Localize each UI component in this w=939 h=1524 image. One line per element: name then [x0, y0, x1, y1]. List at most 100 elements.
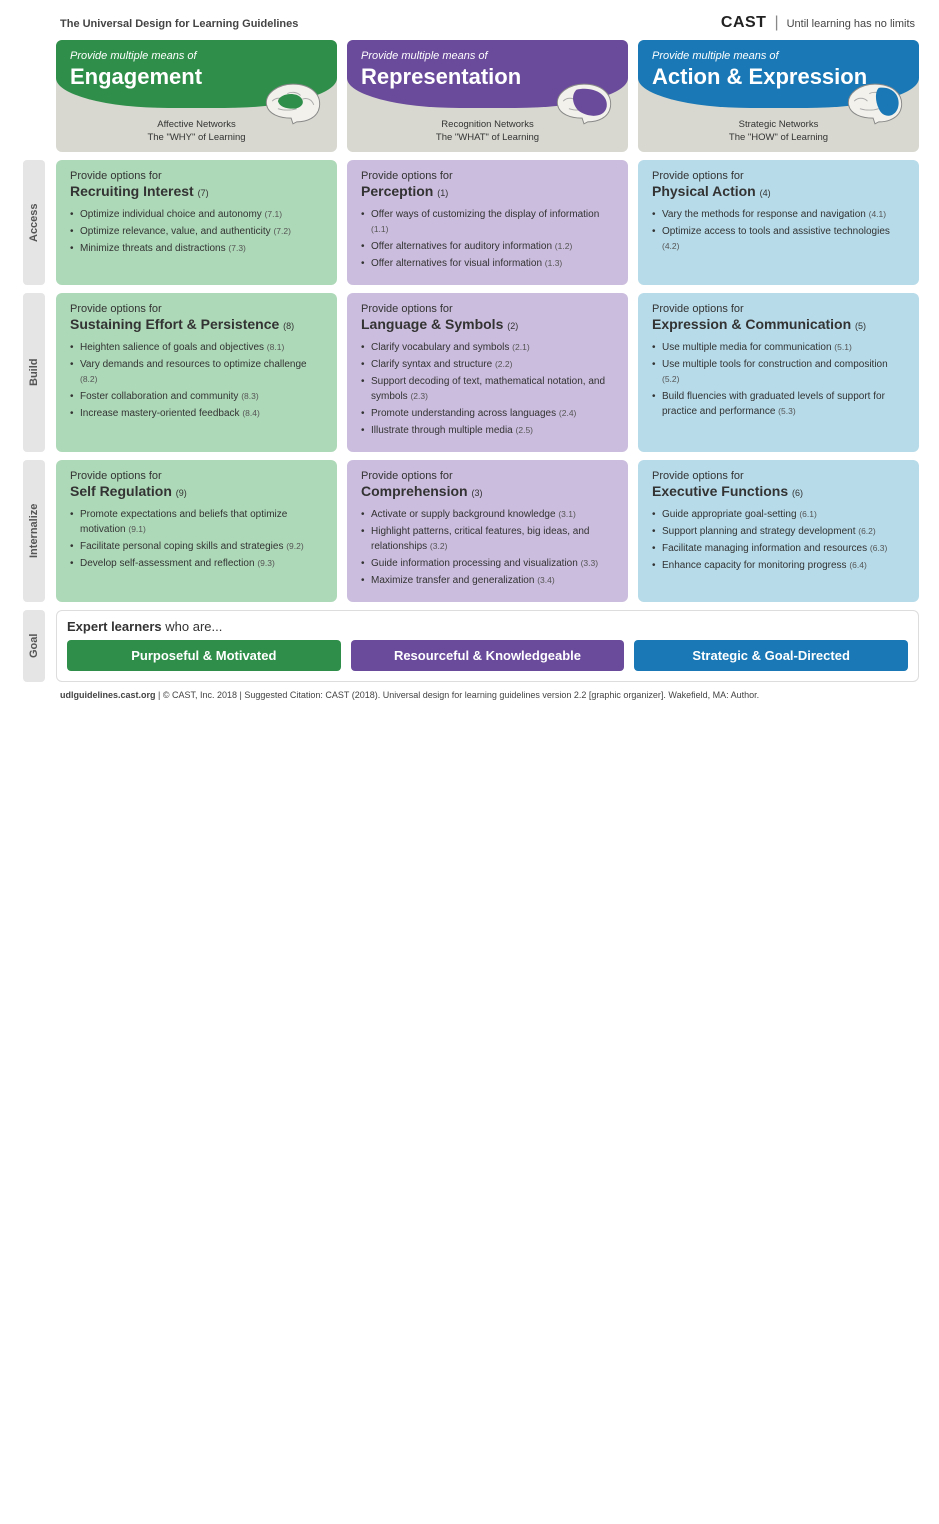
checkpoint: Support planning and strategy developmen… [652, 524, 905, 539]
checkpoint: Minimize threats and distractions (7.3) [70, 241, 323, 256]
card-pre: Provide options for [70, 470, 323, 482]
header-pre: Provide multiple means of [70, 50, 323, 62]
brain-icon [841, 80, 909, 126]
checkpoint: Foster collaboration and community (8.3) [70, 389, 323, 404]
checkpoint-number: (9.2) [286, 541, 303, 551]
brand-tagline: Until learning has no limits [787, 18, 915, 30]
checkpoint: Optimize access to tools and assistive t… [652, 224, 905, 254]
row-label-text: Access [23, 160, 45, 285]
checkpoint-number: (6.3) [870, 543, 887, 553]
goal-lead-rest: who are... [162, 619, 223, 634]
checkpoint-list: Use multiple media for communication (5.… [652, 340, 905, 419]
goal-lead: Expert learners who are... [67, 619, 908, 634]
checkpoint-number: (9.3) [257, 558, 274, 568]
goal-box: Expert learners who are... Purposeful & M… [56, 610, 919, 682]
card-title: Physical Action (4) [652, 183, 905, 199]
footer: udlguidelines.cast.org | © CAST, Inc. 20… [20, 690, 919, 700]
row-internalize: Provide options forSelf Regulation (9)Pr… [56, 460, 919, 602]
column-header-bottom: Recognition NetworksThe "WHAT" of Learni… [347, 108, 628, 152]
brand-separator: | [774, 14, 778, 32]
checkpoint: Support decoding of text, mathematical n… [361, 374, 614, 404]
card-title: Expression & Communication (5) [652, 316, 905, 332]
card-title: Language & Symbols (2) [361, 316, 614, 332]
checkpoint: Facilitate managing information and reso… [652, 541, 905, 556]
card-pre: Provide options for [70, 170, 323, 182]
brand-name: CAST [721, 14, 767, 32]
checkpoint-list: Optimize individual choice and autonomy … [70, 207, 323, 256]
row-label-internalize: Internalize [20, 460, 48, 602]
column-header-action: Provide multiple means ofAction & Expres… [638, 40, 919, 152]
checkpoint: Offer ways of customizing the display of… [361, 207, 614, 237]
guideline-number: (7) [198, 188, 209, 198]
checkpoint-number: (2.1) [512, 342, 529, 352]
guideline-number: (1) [437, 188, 448, 198]
brand: CAST | Until learning has no limits [721, 14, 915, 32]
checkpoint-list: Activate or supply background knowledge … [361, 507, 614, 588]
checkpoint: Use multiple tools for construction and … [652, 357, 905, 387]
checkpoint-number: (7.1) [265, 209, 282, 219]
card-access-representation: Provide options forPerception (1)Offer w… [347, 160, 628, 285]
checkpoint: Enhance capacity for monitoring progress… [652, 558, 905, 573]
network-line2: The "WHY" of Learning [66, 132, 327, 144]
card-title: Sustaining Effort & Persistence (8) [70, 316, 323, 332]
guideline-number: (3) [471, 488, 482, 498]
checkpoint-number: (2.4) [559, 408, 576, 418]
column-header-bottom: Strategic NetworksThe "HOW" of Learning [638, 108, 919, 152]
checkpoint-number: (6.1) [799, 509, 816, 519]
card-pre: Provide options for [361, 303, 614, 315]
checkpoint-number: (2.5) [516, 425, 533, 435]
checkpoint-number: (5.1) [834, 342, 851, 352]
checkpoint: Build fluencies with graduated levels of… [652, 389, 905, 419]
checkpoint-number: (6.4) [849, 560, 866, 570]
checkpoint-number: (3.3) [581, 558, 598, 568]
goal-lead-bold: Expert learners [67, 619, 162, 634]
row-label-text: Internalize [23, 460, 45, 602]
card-access-action: Provide options forPhysical Action (4) Va… [638, 160, 919, 285]
card-pre: Provide options for [652, 170, 905, 182]
goal-pill-representation: Resourceful & Knowledgeable [351, 640, 625, 671]
checkpoint: Promote expectations and beliefs that op… [70, 507, 323, 537]
checkpoint: Heighten salience of goals and objective… [70, 340, 323, 355]
brain-icon [259, 80, 327, 126]
checkpoint-list: Guide appropriate goal-setting (6.1)Supp… [652, 507, 905, 573]
header-pre: Provide multiple means of [361, 50, 614, 62]
checkpoint-number: (3.2) [430, 541, 447, 551]
guideline-number: (8) [283, 321, 294, 331]
checkpoint-list: Vary the methods for response and naviga… [652, 207, 905, 254]
checkpoint-number: (1.3) [545, 258, 562, 268]
checkpoint: Develop self-assessment and reflection (… [70, 556, 323, 571]
guideline-number: (4) [760, 188, 771, 198]
checkpoint: Optimize relevance, value, and authentic… [70, 224, 323, 239]
card-pre: Provide options for [361, 170, 614, 182]
footer-copyright: | © CAST, Inc. 2018 | Suggested Citation… [156, 690, 760, 700]
header-columns: Provide multiple means ofEngagementAffec… [56, 40, 919, 152]
card-internalize-action: Provide options forExecutive Functions (… [638, 460, 919, 602]
checkpoint-number: (5.3) [778, 406, 795, 416]
guideline-number: (2) [507, 321, 518, 331]
checkpoint-list: Heighten salience of goals and objective… [70, 340, 323, 421]
card-pre: Provide options for [361, 470, 614, 482]
brain-icon [550, 80, 618, 126]
goal-pill-engagement: Purposeful & Motivated [67, 640, 341, 671]
checkpoint-number: (1.2) [555, 241, 572, 251]
row-build: Provide options forSustaining Effort & P… [56, 293, 919, 452]
checkpoint-number: (6.2) [858, 526, 875, 536]
guideline-number: (5) [855, 321, 866, 331]
checkpoint: Increase mastery-oriented feedback (8.4) [70, 406, 323, 421]
guideline-number: (9) [176, 488, 187, 498]
header-pre: Provide multiple means of [652, 50, 905, 62]
card-title: Comprehension (3) [361, 483, 614, 499]
checkpoint-number: (7.3) [228, 243, 245, 253]
card-internalize-representation: Provide options forComprehension (3) Acti… [347, 460, 628, 602]
card-access-engagement: Provide options forRecruiting Interest (… [56, 160, 337, 285]
checkpoint-number: (8.3) [241, 391, 258, 401]
checkpoint-list: Promote expectations and beliefs that op… [70, 507, 323, 571]
checkpoint: Use multiple media for communication (5.… [652, 340, 905, 355]
card-pre: Provide options for [652, 303, 905, 315]
checkpoint: Offer alternatives for auditory informat… [361, 239, 614, 254]
checkpoint: Vary demands and resources to optimize c… [70, 357, 323, 387]
checkpoint: Highlight patterns, critical features, b… [361, 524, 614, 554]
row-label-goal: Goal [20, 610, 48, 682]
checkpoint-number: (2.2) [495, 359, 512, 369]
card-pre: Provide options for [70, 303, 323, 315]
